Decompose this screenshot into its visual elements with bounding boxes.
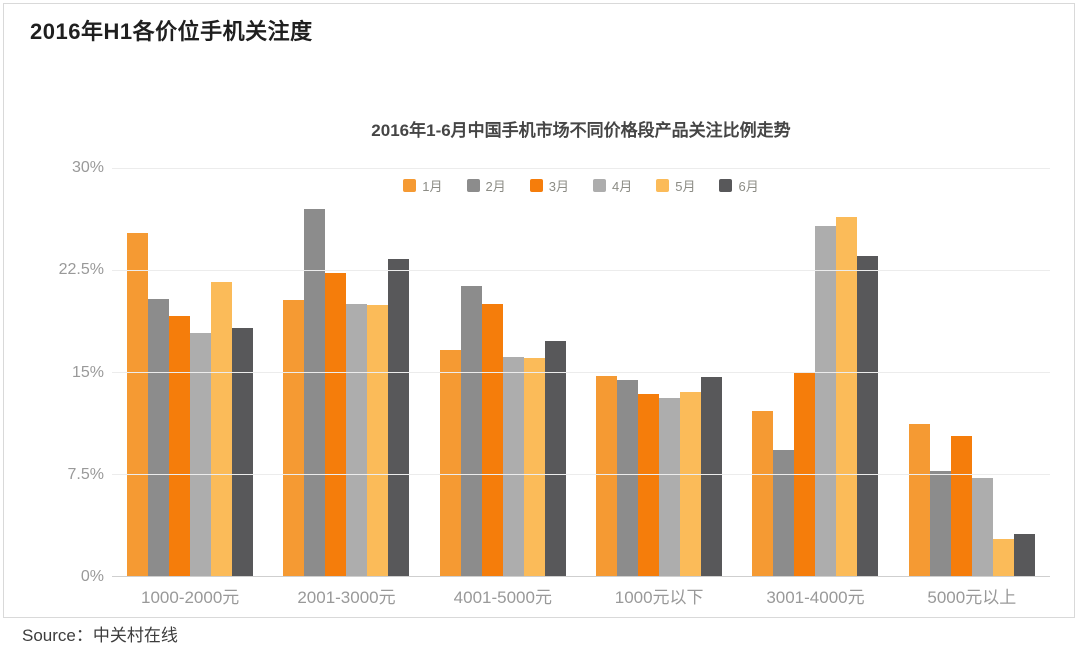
x-category-label: 1000元以下 bbox=[614, 588, 704, 607]
legend-swatch-icon bbox=[466, 179, 480, 192]
bar bbox=[169, 316, 191, 576]
bar bbox=[971, 478, 993, 576]
gridline bbox=[112, 372, 1050, 373]
y-tick-label: 30% bbox=[71, 159, 104, 176]
x-category-label: 4001-5000元 bbox=[453, 588, 552, 607]
bar bbox=[908, 423, 930, 576]
bar bbox=[596, 376, 618, 576]
x-category-label: 1000-2000元 bbox=[141, 588, 240, 607]
source-label: Source： bbox=[22, 626, 93, 645]
y-tick-label: 0% bbox=[80, 568, 104, 585]
legend-label: 3月 bbox=[548, 179, 569, 194]
chart-title: 2016年1-6月中国手机市场不同价格段产品关注比例走势 bbox=[371, 121, 791, 140]
plot-area bbox=[112, 168, 1050, 577]
bar bbox=[502, 357, 524, 576]
bar bbox=[701, 377, 723, 576]
bar bbox=[773, 449, 795, 576]
bar bbox=[617, 380, 639, 576]
x-category-label: 5000元以上 bbox=[927, 588, 1017, 607]
y-tick-label: 22.5% bbox=[58, 261, 104, 279]
legend-swatch-icon bbox=[719, 179, 733, 192]
bar bbox=[1013, 533, 1035, 576]
legend-item: 3月 bbox=[529, 176, 569, 195]
legend-item: 5月 bbox=[656, 176, 695, 195]
bar bbox=[304, 208, 326, 576]
x-axis: 1000-2000元 2001-3000元 4001-5000元 1000元以下 300… bbox=[112, 583, 1050, 608]
bar bbox=[929, 471, 951, 576]
chart-legend: 1月 2月 3月 4月 5月 6月 bbox=[112, 176, 1050, 195]
bar bbox=[680, 392, 702, 576]
gridline bbox=[112, 168, 1050, 169]
legend-label: 2月 bbox=[485, 179, 506, 194]
y-tick-label: 15% bbox=[71, 363, 104, 381]
bar bbox=[836, 216, 858, 576]
bar bbox=[815, 226, 837, 576]
x-category-label: 2001-3000元 bbox=[297, 588, 396, 607]
gridline bbox=[112, 474, 1050, 475]
bar bbox=[211, 282, 233, 576]
legend-label: 4月 bbox=[612, 179, 633, 194]
legend-swatch-icon bbox=[529, 179, 543, 192]
legend-label: 5月 bbox=[675, 179, 696, 194]
legend-swatch-icon bbox=[593, 179, 606, 192]
bar bbox=[439, 350, 461, 576]
legend-item: 1月 bbox=[403, 176, 443, 195]
bar bbox=[367, 305, 389, 576]
bar bbox=[190, 332, 212, 576]
legend-swatch-icon bbox=[403, 179, 417, 192]
bar bbox=[127, 233, 149, 576]
bar bbox=[481, 304, 503, 576]
source-line: Source：中关村在线 bbox=[22, 621, 178, 646]
source-value: 中关村在线 bbox=[92, 626, 178, 645]
legend-swatch-icon bbox=[656, 179, 670, 192]
bar bbox=[325, 272, 347, 576]
bar bbox=[638, 393, 660, 576]
bar-group bbox=[894, 168, 1050, 576]
bar-group bbox=[425, 168, 581, 576]
bar-groups bbox=[112, 168, 1050, 576]
bar bbox=[460, 286, 482, 576]
legend-label: 6月 bbox=[738, 179, 759, 194]
page-title: 2016年H1各价位手机关注度 bbox=[30, 19, 313, 44]
bar bbox=[388, 259, 410, 576]
legend-item: 2月 bbox=[466, 176, 506, 195]
bar bbox=[283, 299, 305, 576]
bar bbox=[232, 328, 254, 576]
bar bbox=[857, 256, 879, 576]
bar bbox=[523, 358, 545, 576]
bar bbox=[752, 411, 774, 576]
y-axis: 30% 22.5% 15% 7.5% 0% bbox=[20, 159, 104, 585]
gridline bbox=[112, 270, 1050, 271]
bar bbox=[346, 304, 368, 576]
bar bbox=[659, 397, 681, 576]
bar bbox=[992, 539, 1014, 576]
bar-group bbox=[737, 168, 893, 576]
bar-group bbox=[581, 168, 737, 576]
y-tick-label: 7.5% bbox=[67, 465, 104, 483]
legend-item: 4月 bbox=[593, 176, 632, 195]
bar bbox=[544, 340, 566, 576]
bar bbox=[148, 298, 170, 576]
legend-label: 1月 bbox=[422, 179, 443, 194]
bar-group bbox=[112, 168, 268, 576]
bar bbox=[950, 435, 972, 576]
x-category-label: 3001-4000元 bbox=[766, 588, 865, 607]
legend-item: 6月 bbox=[719, 176, 759, 195]
